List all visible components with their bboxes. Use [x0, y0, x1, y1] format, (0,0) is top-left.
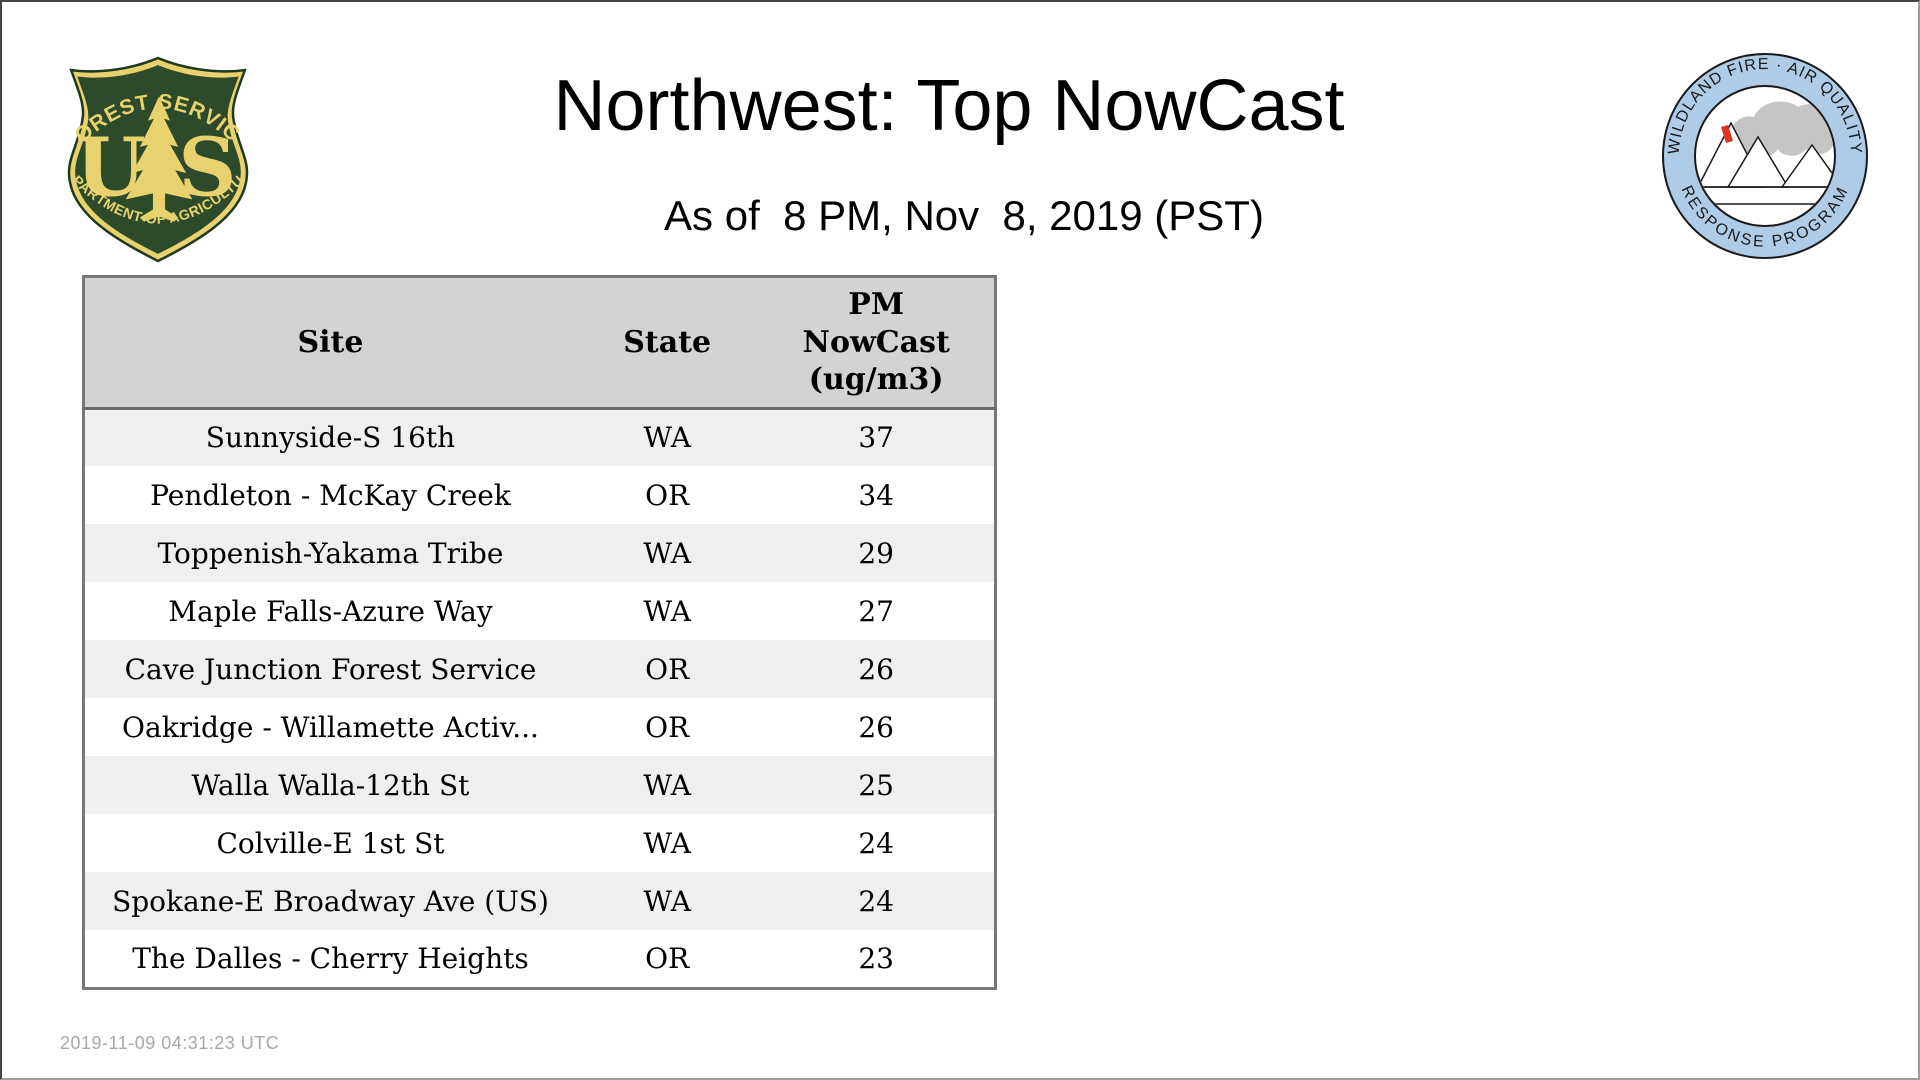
- pm-cell: 24: [858, 826, 894, 860]
- site-cell: Walla Walla-12th St: [191, 768, 470, 802]
- pm-cell: 26: [858, 652, 894, 686]
- page-subtitle: As of 8 PM, Nov 8, 2019 (PST): [664, 192, 1264, 239]
- table-row: Maple Falls-Azure Way WA 27: [83, 582, 996, 640]
- page-title: Northwest: Top NowCast: [553, 66, 1345, 146]
- state-cell: OR: [645, 652, 690, 686]
- site-cell: Oakridge - Willamette Activ...: [122, 710, 539, 744]
- shield-letter-s: S: [178, 120, 236, 215]
- state-cell: WA: [643, 536, 691, 570]
- state-cell: WA: [643, 826, 691, 860]
- state-cell: WA: [643, 768, 691, 802]
- state-cell: OR: [645, 478, 690, 512]
- pm-cell: 37: [858, 421, 894, 455]
- site-cell: Cave Junction Forest Service: [124, 652, 537, 686]
- state-cell: WA: [643, 884, 691, 918]
- site-cell: The Dalles - Cherry Heights: [132, 941, 529, 975]
- pm-cell: 27: [858, 594, 894, 628]
- table-header-row: Site State PM NowCast (ug/m3): [83, 276, 996, 410]
- table-row: Pendleton - McKay Creek OR 34: [83, 466, 996, 524]
- column-header-site: Site: [83, 276, 576, 410]
- site-cell: Toppenish-Yakama Tribe: [157, 536, 504, 570]
- table-row: Walla Walla-12th St WA 25: [83, 756, 996, 814]
- pm-cell: 34: [858, 478, 894, 512]
- state-cell: OR: [645, 941, 690, 975]
- table-row: Sunnyside-S 16th WA 37: [83, 408, 996, 466]
- pm-cell: 29: [858, 536, 894, 570]
- site-cell: Colville-E 1st St: [216, 826, 445, 860]
- shield-letter-u: U: [75, 120, 145, 215]
- pm-cell: 26: [858, 710, 894, 744]
- flame-mark: [1721, 125, 1733, 143]
- column-header-pm-nowcast: PM NowCast (ug/m3): [758, 276, 996, 410]
- air-quality-program-logo-icon: WILDLAND FIRE · AIR QUALITY RESPONSE PRO…: [1662, 53, 1868, 259]
- state-cell: WA: [643, 594, 691, 628]
- pm-cell: 25: [858, 768, 894, 802]
- forest-service-logo-icon: FOREST SERVICE U S DEPARTMENT OF AGRICUL…: [57, 54, 249, 263]
- pm-cell: 24: [858, 884, 894, 918]
- table-row: Spokane-E Broadway Ave (US) WA 24: [83, 872, 996, 930]
- pine-tree-icon: [125, 96, 193, 222]
- pm-cell: 23: [858, 941, 894, 975]
- state-cell: WA: [643, 421, 691, 455]
- generated-timestamp: 2019-11-09 04:31:23 UTC: [60, 1033, 280, 1053]
- nowcast-table-container: Site State PM NowCast (ug/m3) Sunnyside-…: [82, 275, 997, 990]
- site-cell: Sunnyside-S 16th: [205, 421, 456, 455]
- state-cell: OR: [645, 710, 690, 744]
- table-row: The Dalles - Cherry Heights OR 23: [83, 930, 996, 988]
- site-cell: Spokane-E Broadway Ave (US): [112, 884, 549, 918]
- site-cell: Maple Falls-Azure Way: [168, 594, 493, 628]
- table-row: Toppenish-Yakama Tribe WA 29: [83, 524, 996, 582]
- column-header-state: State: [575, 276, 759, 410]
- nowcast-table: Site State PM NowCast (ug/m3) Sunnyside-…: [82, 275, 997, 990]
- table-row: Oakridge - Willamette Activ... OR 26: [83, 698, 996, 756]
- table-row: Cave Junction Forest Service OR 26: [83, 640, 996, 698]
- table-row: Colville-E 1st St WA 24: [83, 814, 996, 872]
- site-cell: Pendleton - McKay Creek: [150, 478, 511, 512]
